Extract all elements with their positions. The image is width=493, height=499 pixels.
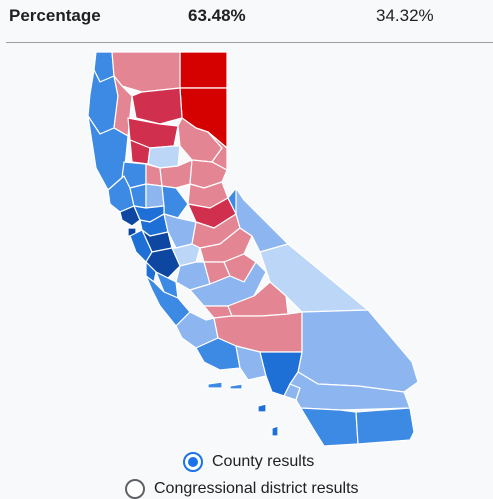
county-san-bernardino[interactable] [297,309,419,393]
channel-island-1 [207,381,223,389]
county-san-benito[interactable] [155,271,179,299]
county-shasta[interactable] [131,87,183,125]
county-modoc[interactable] [179,51,228,89]
county-ventura[interactable] [235,345,267,381]
county-results-radio[interactable] [183,452,203,472]
california-county-map[interactable] [0,48,493,453]
congressional-district-results-option[interactable]: Congressional district results [125,476,359,499]
channel-island-2 [229,383,243,390]
county-colusa[interactable] [145,163,163,187]
county-butte[interactable] [147,145,181,169]
county-results-option[interactable]: County results [183,449,314,475]
candidate-2-percentage: 34.32% [376,6,434,25]
county-yolo[interactable] [145,183,165,209]
county-sacramento[interactable] [161,185,189,219]
county-imperial[interactable] [355,407,415,445]
channel-island-3 [257,403,267,413]
divider [6,42,493,43]
congressional-district-results-label: Congressional district results [154,480,359,497]
county-results-label: County results [212,453,315,470]
congressional-district-results-radio[interactable] [125,479,145,499]
channel-island-4 [271,425,279,437]
percentage-label: Percentage [9,6,101,25]
county-marin[interactable] [119,205,141,227]
percentage-row: Percentage 63.48% 34.32% [0,0,493,32]
candidate-1-percentage: 63.48% [188,6,246,25]
